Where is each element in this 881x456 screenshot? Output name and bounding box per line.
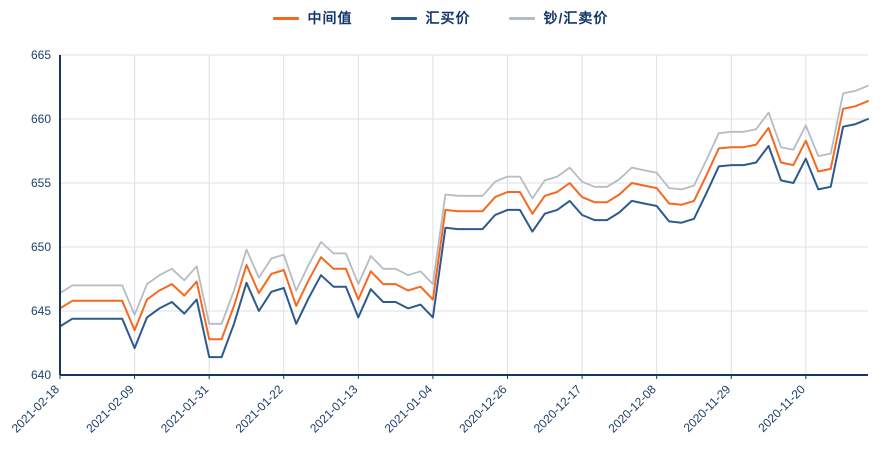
x-axis-tick-label: 2021-01-31 [158,382,212,436]
legend-item-buy-rate: 汇买价 [390,8,471,28]
legend-label-buy-rate: 汇买价 [425,10,471,26]
series-line-2 [59,84,869,325]
x-axis-tick-label: 2020-11-20 [755,382,808,435]
series-line-0 [59,100,869,341]
x-axis-tick-label: 2021-02-09 [83,382,137,436]
x-axis-tick-label: 2021-01-22 [233,382,287,436]
legend-marker-sell-rate-icon [508,16,535,20]
x-axis-tick-label: 2020-11-29 [681,382,734,435]
legend-item-mid-rate: 中间值 [272,8,353,28]
y-axis-tick-label: 640 [31,368,51,382]
x-axis-tick-label: 2020-12-08 [605,382,659,436]
x-axis-tick-label: 2020-12-17 [531,382,585,436]
legend-label-mid-rate: 中间值 [307,10,353,26]
legend-item-sell-rate: 钞/汇卖价 [508,8,609,28]
x-axis-tick-label: 2021-02-18 [9,382,63,436]
y-axis-tick-label: 655 [31,176,51,190]
chart-legend: 中间值 汇买价 钞/汇卖价 [0,8,881,28]
legend-marker-buy-rate-icon [390,16,417,20]
y-axis-tick-label: 645 [31,304,51,318]
y-axis-tick-label: 660 [31,112,51,126]
x-axis-tick-label: 2020-12-26 [456,382,510,436]
legend-label-sell-rate: 钞/汇卖价 [543,10,609,26]
x-axis-tick-label: 2021-01-13 [307,382,361,436]
series-line-1 [59,118,869,359]
y-axis-tick-label: 650 [31,240,51,254]
y-axis-tick-label: 665 [31,48,51,62]
legend-marker-mid-rate-icon [272,16,299,20]
x-axis-tick-label: 2021-01-04 [382,382,436,436]
